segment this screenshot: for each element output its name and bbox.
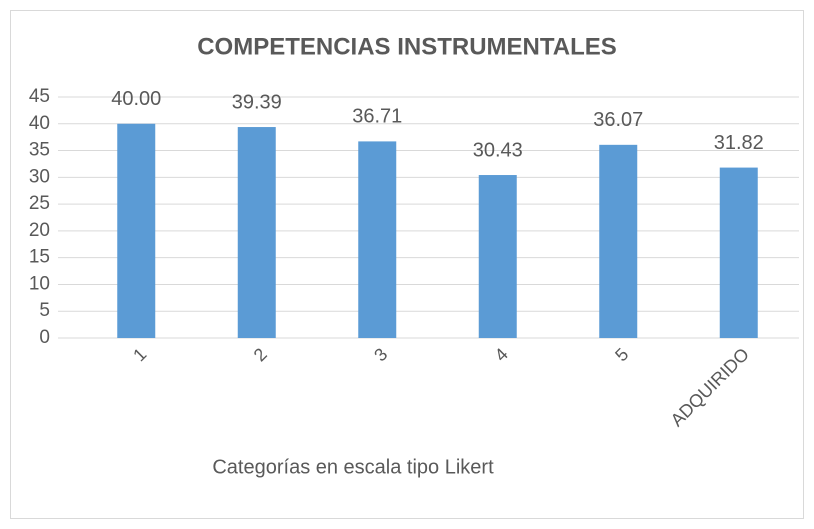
bar xyxy=(117,123,156,339)
y-tick-label: 40 xyxy=(29,113,50,134)
y-tick-label: 20 xyxy=(29,220,50,241)
bar xyxy=(719,167,758,338)
bar xyxy=(478,175,517,338)
chart-title: COMPETENCIAS INSTRUMENTALES xyxy=(197,33,617,60)
y-tick-label: 5 xyxy=(39,300,50,321)
bar xyxy=(358,141,397,338)
y-tick-label: 25 xyxy=(29,193,50,214)
y-tick-label: 30 xyxy=(29,166,50,187)
y-tick-label: 10 xyxy=(29,273,50,294)
data-label: 30.43 xyxy=(473,139,523,161)
data-label: 36.71 xyxy=(352,106,402,128)
y-tick-label: 35 xyxy=(29,140,50,161)
data-label: 40.00 xyxy=(111,88,161,110)
y-tick-label: 15 xyxy=(29,247,50,268)
x-axis-title: Categorías en escala tipo Likert xyxy=(212,456,494,478)
bar xyxy=(237,127,276,338)
data-label: 31.82 xyxy=(714,132,764,154)
y-tick-label: 45 xyxy=(29,86,50,107)
y-tick-label: 0 xyxy=(39,327,50,348)
bar xyxy=(599,144,638,338)
data-label: 39.39 xyxy=(232,91,282,113)
data-label: 36.07 xyxy=(593,109,643,131)
